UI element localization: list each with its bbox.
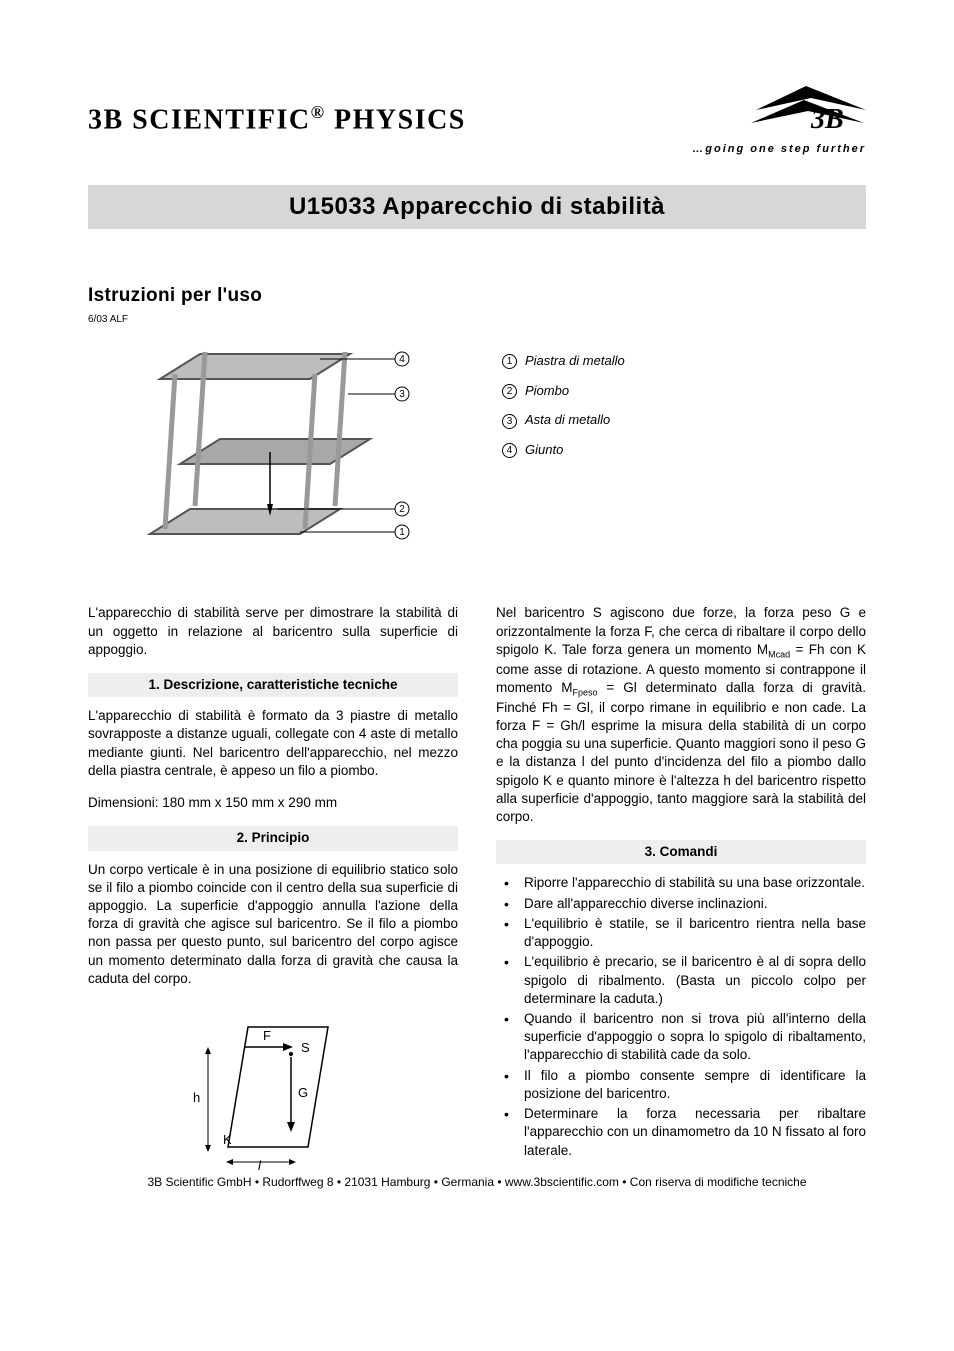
svg-text:3B: 3B xyxy=(810,104,844,135)
section2-p1: Un corpo verticale è in una posizione di… xyxy=(88,861,458,989)
brand-title: 3B SCIENTIFIC® PHYSICS xyxy=(88,100,466,139)
page-title-bar: U15033 Apparecchio di stabilità xyxy=(88,185,866,229)
logo-icon: 3B xyxy=(716,78,866,138)
brand-suffix: PHYSICS xyxy=(326,104,466,135)
diagram-label-F: F xyxy=(263,1028,271,1043)
section3-head: 3. Comandi xyxy=(496,840,866,864)
section2-head: 2. Principio xyxy=(88,826,458,850)
svg-text:2: 2 xyxy=(399,504,405,515)
section1-head: 1. Descrizione, caratteristiche tecniche xyxy=(88,673,458,697)
legend-item-1: 1 Piastra di metallo xyxy=(502,352,866,370)
legend-num-2: 2 xyxy=(502,384,517,399)
subtitle: Istruzioni per l'uso xyxy=(88,283,866,309)
legend-num-4: 4 xyxy=(502,443,517,458)
section2-p2: Nel baricentro S agiscono due forze, la … xyxy=(496,604,866,826)
legend-num-1: 1 xyxy=(502,354,517,369)
diagram-label-S: S xyxy=(301,1040,310,1055)
legend-label-3: Asta di metallo xyxy=(525,412,610,427)
cmd-item: L'equilibrio è precario, se il baricentr… xyxy=(496,953,866,1008)
legend-label-1: Piastra di metallo xyxy=(525,353,625,368)
cmd-item: Determinare la forza necessaria per riba… xyxy=(496,1105,866,1160)
logo-block: 3B …going one step further xyxy=(692,78,866,157)
svg-text:4: 4 xyxy=(399,354,405,365)
legend: 1 Piastra di metallo 2 Piombo 3 Asta di met… xyxy=(492,334,866,564)
cmd-item: Riporre l'apparecchio di stabilità su un… xyxy=(496,874,866,892)
commands-list: Riporre l'apparecchio di stabilità su un… xyxy=(496,874,866,1159)
section1-p1: L'apparecchio di stabilità è formato da … xyxy=(88,707,458,780)
brand-prefix: 3B SCIENTIFIC xyxy=(88,104,311,135)
legend-item-3: 3 Asta di metallo xyxy=(502,411,866,429)
doc-reference: 6/03 ALF xyxy=(88,313,866,327)
legend-item-2: 2 Piombo xyxy=(502,382,866,400)
tagline: …going one step further xyxy=(692,142,866,157)
footer: 3B Scientific GmbH • Rudorffweg 8 • 2103… xyxy=(0,1174,954,1190)
legend-label-4: Giunto xyxy=(525,442,563,457)
header: 3B SCIENTIFIC® PHYSICS 3B …going one ste… xyxy=(88,78,866,157)
cmd-item: L'equilibrio è statile, se il baricentro… xyxy=(496,915,866,951)
cmd-item: Quando il baricentro non si trova più al… xyxy=(496,1010,866,1065)
legend-item-4: 4 Giunto xyxy=(502,441,866,459)
diagram-label-l: l xyxy=(258,1158,262,1172)
cmd-item: Il filo a piombo consente sempre di iden… xyxy=(496,1067,866,1103)
body-columns: L'apparecchio di stabilità serve per dim… xyxy=(88,604,866,1172)
section1-p2: Dimensioni: 180 mm x 150 mm x 290 mm xyxy=(88,794,458,812)
legend-num-3: 3 xyxy=(502,414,517,429)
figure-legend-row: 4 3 2 1 1 Piastra di metallo 2 Piombo 3 Ast… xyxy=(88,334,866,564)
svg-text:1: 1 xyxy=(399,527,405,538)
cmd-item: Dare all'apparecchio diverse inclinazion… xyxy=(496,895,866,913)
intro-paragraph: L'apparecchio di stabilità serve per dim… xyxy=(88,604,458,659)
force-diagram: F S G h K l xyxy=(173,1002,373,1172)
diagram-label-K: K xyxy=(223,1132,232,1147)
diagram-label-G: G xyxy=(298,1085,308,1100)
diagram-label-h: h xyxy=(193,1090,200,1105)
apparatus-figure: 4 3 2 1 xyxy=(88,334,452,564)
registered-mark: ® xyxy=(311,102,326,122)
legend-label-2: Piombo xyxy=(525,383,569,398)
svg-text:3: 3 xyxy=(399,389,405,400)
